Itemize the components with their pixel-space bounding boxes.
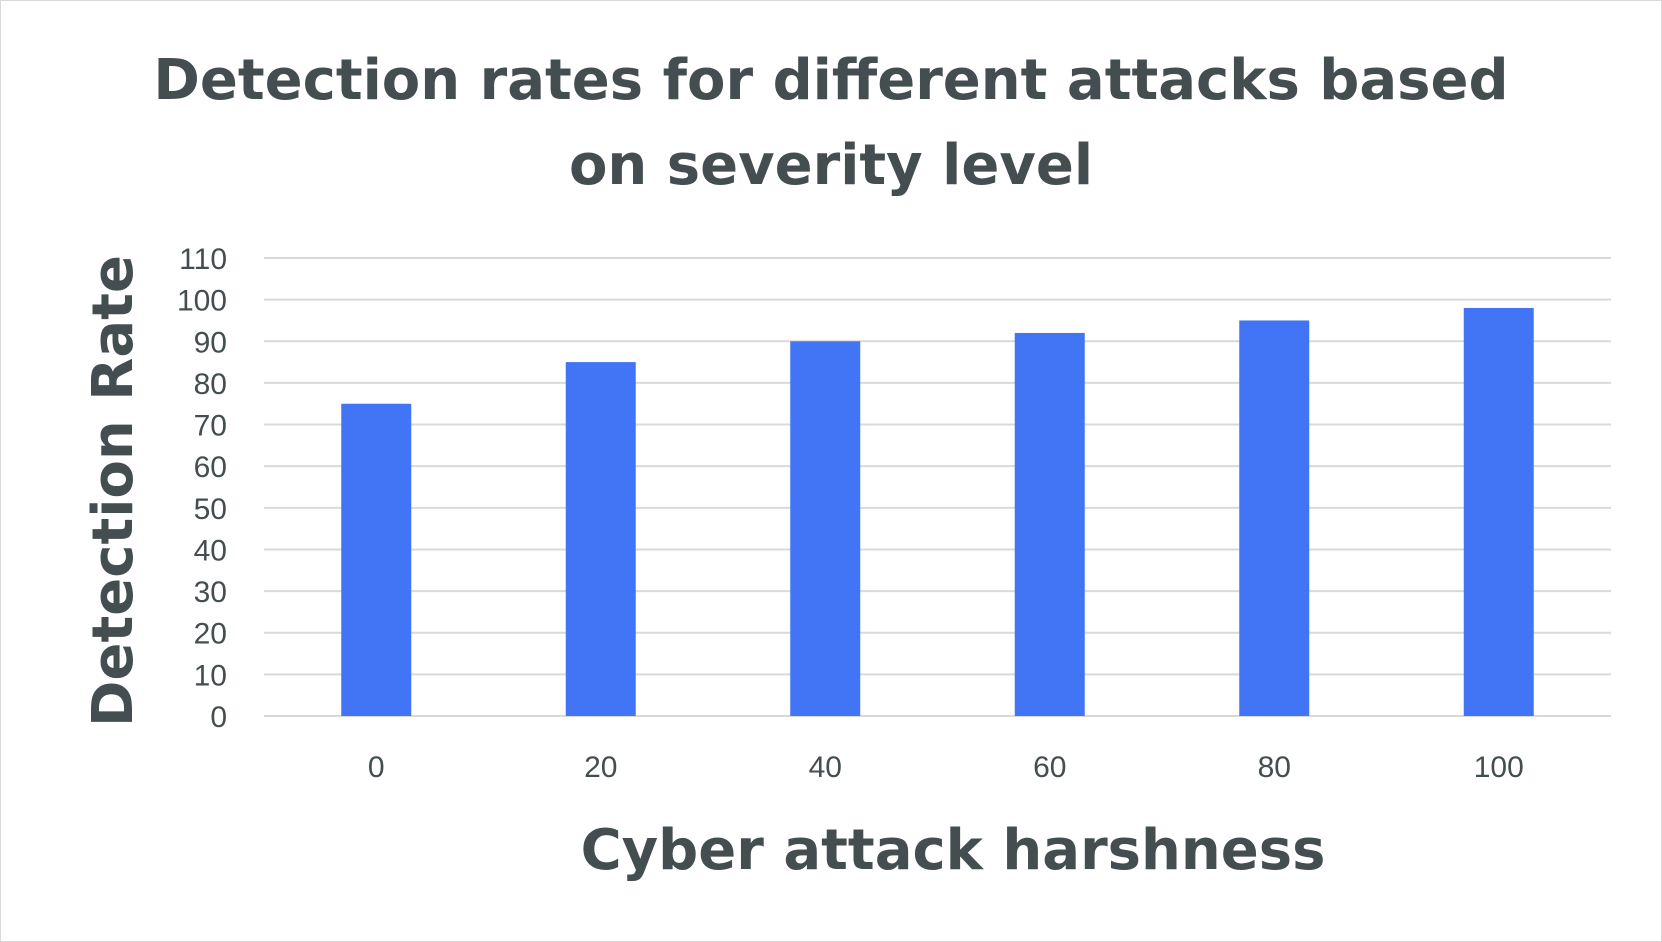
bar-0 [341, 403, 412, 716]
y-tick-label: 90 [194, 326, 227, 359]
chart-title-line-1: Detection rates for different attacks ba… [153, 48, 1508, 113]
y-tick-label: 40 [194, 534, 227, 567]
x-axis-ticks: 0 20 40 60 80 100 [368, 751, 1524, 784]
y-tick-label: 110 [179, 243, 227, 276]
x-tick-label: 60 [1033, 751, 1066, 784]
bar-100 [1463, 307, 1534, 716]
bar-20 [565, 362, 636, 716]
chart-title: Detection rates for different attacks ba… [153, 48, 1508, 198]
y-tick-label: 100 [177, 285, 227, 318]
y-tick-label: 70 [194, 410, 227, 443]
gridlines [264, 257, 1611, 717]
bar-60 [1014, 332, 1085, 716]
y-axis-ticks: 0 10 20 30 40 50 60 70 80 90 100 110 [177, 243, 227, 734]
bar-40 [790, 341, 861, 716]
x-tick-label: 40 [809, 751, 842, 784]
y-axis-title: Detection Rate [81, 255, 146, 727]
x-tick-label: 20 [584, 751, 617, 784]
x-tick-label: 100 [1474, 751, 1524, 784]
y-tick-label: 0 [210, 701, 227, 734]
y-tick-label: 80 [194, 368, 227, 401]
x-tick-label: 80 [1258, 751, 1291, 784]
y-tick-label: 30 [194, 576, 227, 609]
bar-80 [1239, 320, 1310, 716]
chart-title-line-2: on severity level [569, 133, 1093, 198]
x-axis-title: Cyber attack harshness [581, 818, 1326, 883]
y-tick-label: 60 [194, 451, 227, 484]
y-tick-label: 10 [194, 659, 227, 692]
x-tick-label: 0 [368, 751, 385, 784]
bars [341, 307, 1534, 716]
y-tick-label: 20 [194, 618, 227, 651]
y-tick-label: 50 [194, 493, 227, 526]
